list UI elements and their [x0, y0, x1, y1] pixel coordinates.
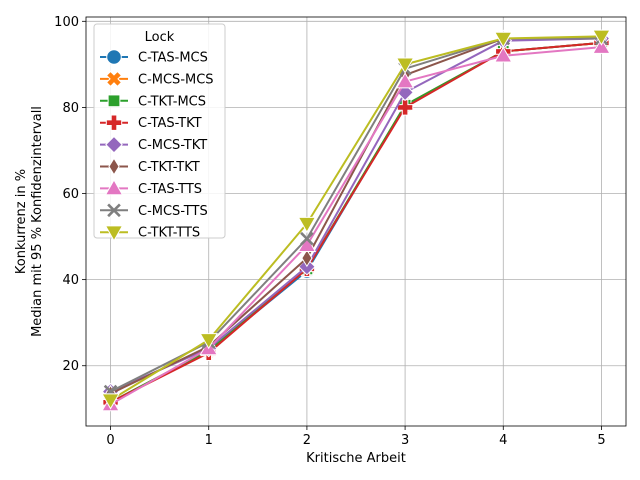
y-tick-label: 60	[62, 187, 79, 202]
data-point	[199, 333, 218, 350]
data-point	[301, 249, 313, 268]
legend-marker	[107, 203, 121, 218]
legend-entry: C-TKT-TTS	[100, 225, 200, 242]
x-tick-label: 3	[401, 433, 409, 448]
series-c-tkt-tts	[101, 29, 611, 410]
data-point	[395, 57, 415, 74]
legend-label: C-TKT-MCS	[138, 94, 206, 109]
plot-frame	[85, 16, 627, 427]
y-tick-label: 80	[62, 101, 79, 116]
x-tick-label: 0	[106, 433, 114, 448]
data-point	[297, 216, 317, 234]
series-line	[110, 41, 602, 404]
legend-entry: C-TAS-TKT	[100, 114, 202, 131]
y-axis-label-line-1: Konkurrenz in %	[14, 169, 29, 274]
data-point	[101, 393, 120, 410]
legend-marker	[105, 135, 123, 154]
legend-marker	[107, 94, 121, 108]
data-point	[592, 37, 611, 54]
data-point	[300, 231, 314, 246]
x-tick-label: 4	[499, 433, 507, 448]
y-tick-label: 100	[54, 15, 79, 30]
legend-label: C-MCS-TTS	[138, 204, 208, 219]
y-tick-label: 20	[62, 359, 79, 374]
legend: Lock C-TAS-MCS C-MCS-MCS C-TKT-MCS C-TAS-TK…	[93, 23, 226, 242]
legend-label: C-TAS-MCS	[138, 51, 208, 66]
legend-marker	[105, 70, 123, 88]
y-axis-label-line-2: Median mit 95 % Konfidenzintervall	[30, 106, 45, 337]
axis-ticks: 0 1 2 3 4 5 20 40 60 80 100	[54, 15, 605, 448]
legend-label: C-TAS-TTS	[138, 182, 202, 197]
series-line	[110, 37, 602, 393]
legend-marker	[106, 49, 122, 65]
legend-entry: C-MCS-TTS	[100, 203, 208, 219]
data-point	[494, 31, 513, 48]
data-point	[494, 46, 513, 63]
legend-entry: C-TAS-TTS	[100, 178, 202, 197]
legend-label: C-MCS-MCS	[138, 72, 214, 87]
legend-marker	[105, 114, 123, 131]
legend-title: Lock	[145, 30, 175, 45]
legend-label: C-TAS-TKT	[138, 116, 202, 131]
legend-entry: C-TAS-MCS	[100, 49, 208, 66]
legend-entry: C-TKT-MCS	[100, 94, 206, 109]
legend-label: C-TKT-TTS	[138, 226, 200, 241]
legend-marker	[104, 178, 124, 196]
series-line	[110, 46, 602, 406]
data-point	[395, 72, 415, 89]
legend-entry: C-TKT-TKT	[100, 157, 200, 176]
legend-entry: C-MCS-TKT	[100, 135, 207, 154]
series-group	[101, 29, 611, 412]
y-tick-label: 40	[62, 273, 79, 288]
legend-label: C-MCS-TKT	[138, 138, 207, 153]
x-axis-label: Kritische Arbeit	[306, 451, 406, 466]
legend-label: C-TKT-TKT	[138, 160, 200, 175]
x-tick-label: 1	[205, 433, 213, 448]
legend-box	[93, 23, 226, 239]
legend-marker	[108, 157, 120, 176]
legend-marker	[104, 225, 124, 242]
x-tick-label: 2	[303, 433, 311, 448]
x-tick-label: 5	[597, 433, 605, 448]
series-line	[110, 35, 602, 402]
legend-entry: C-MCS-MCS	[100, 70, 214, 88]
data-point	[592, 29, 611, 46]
